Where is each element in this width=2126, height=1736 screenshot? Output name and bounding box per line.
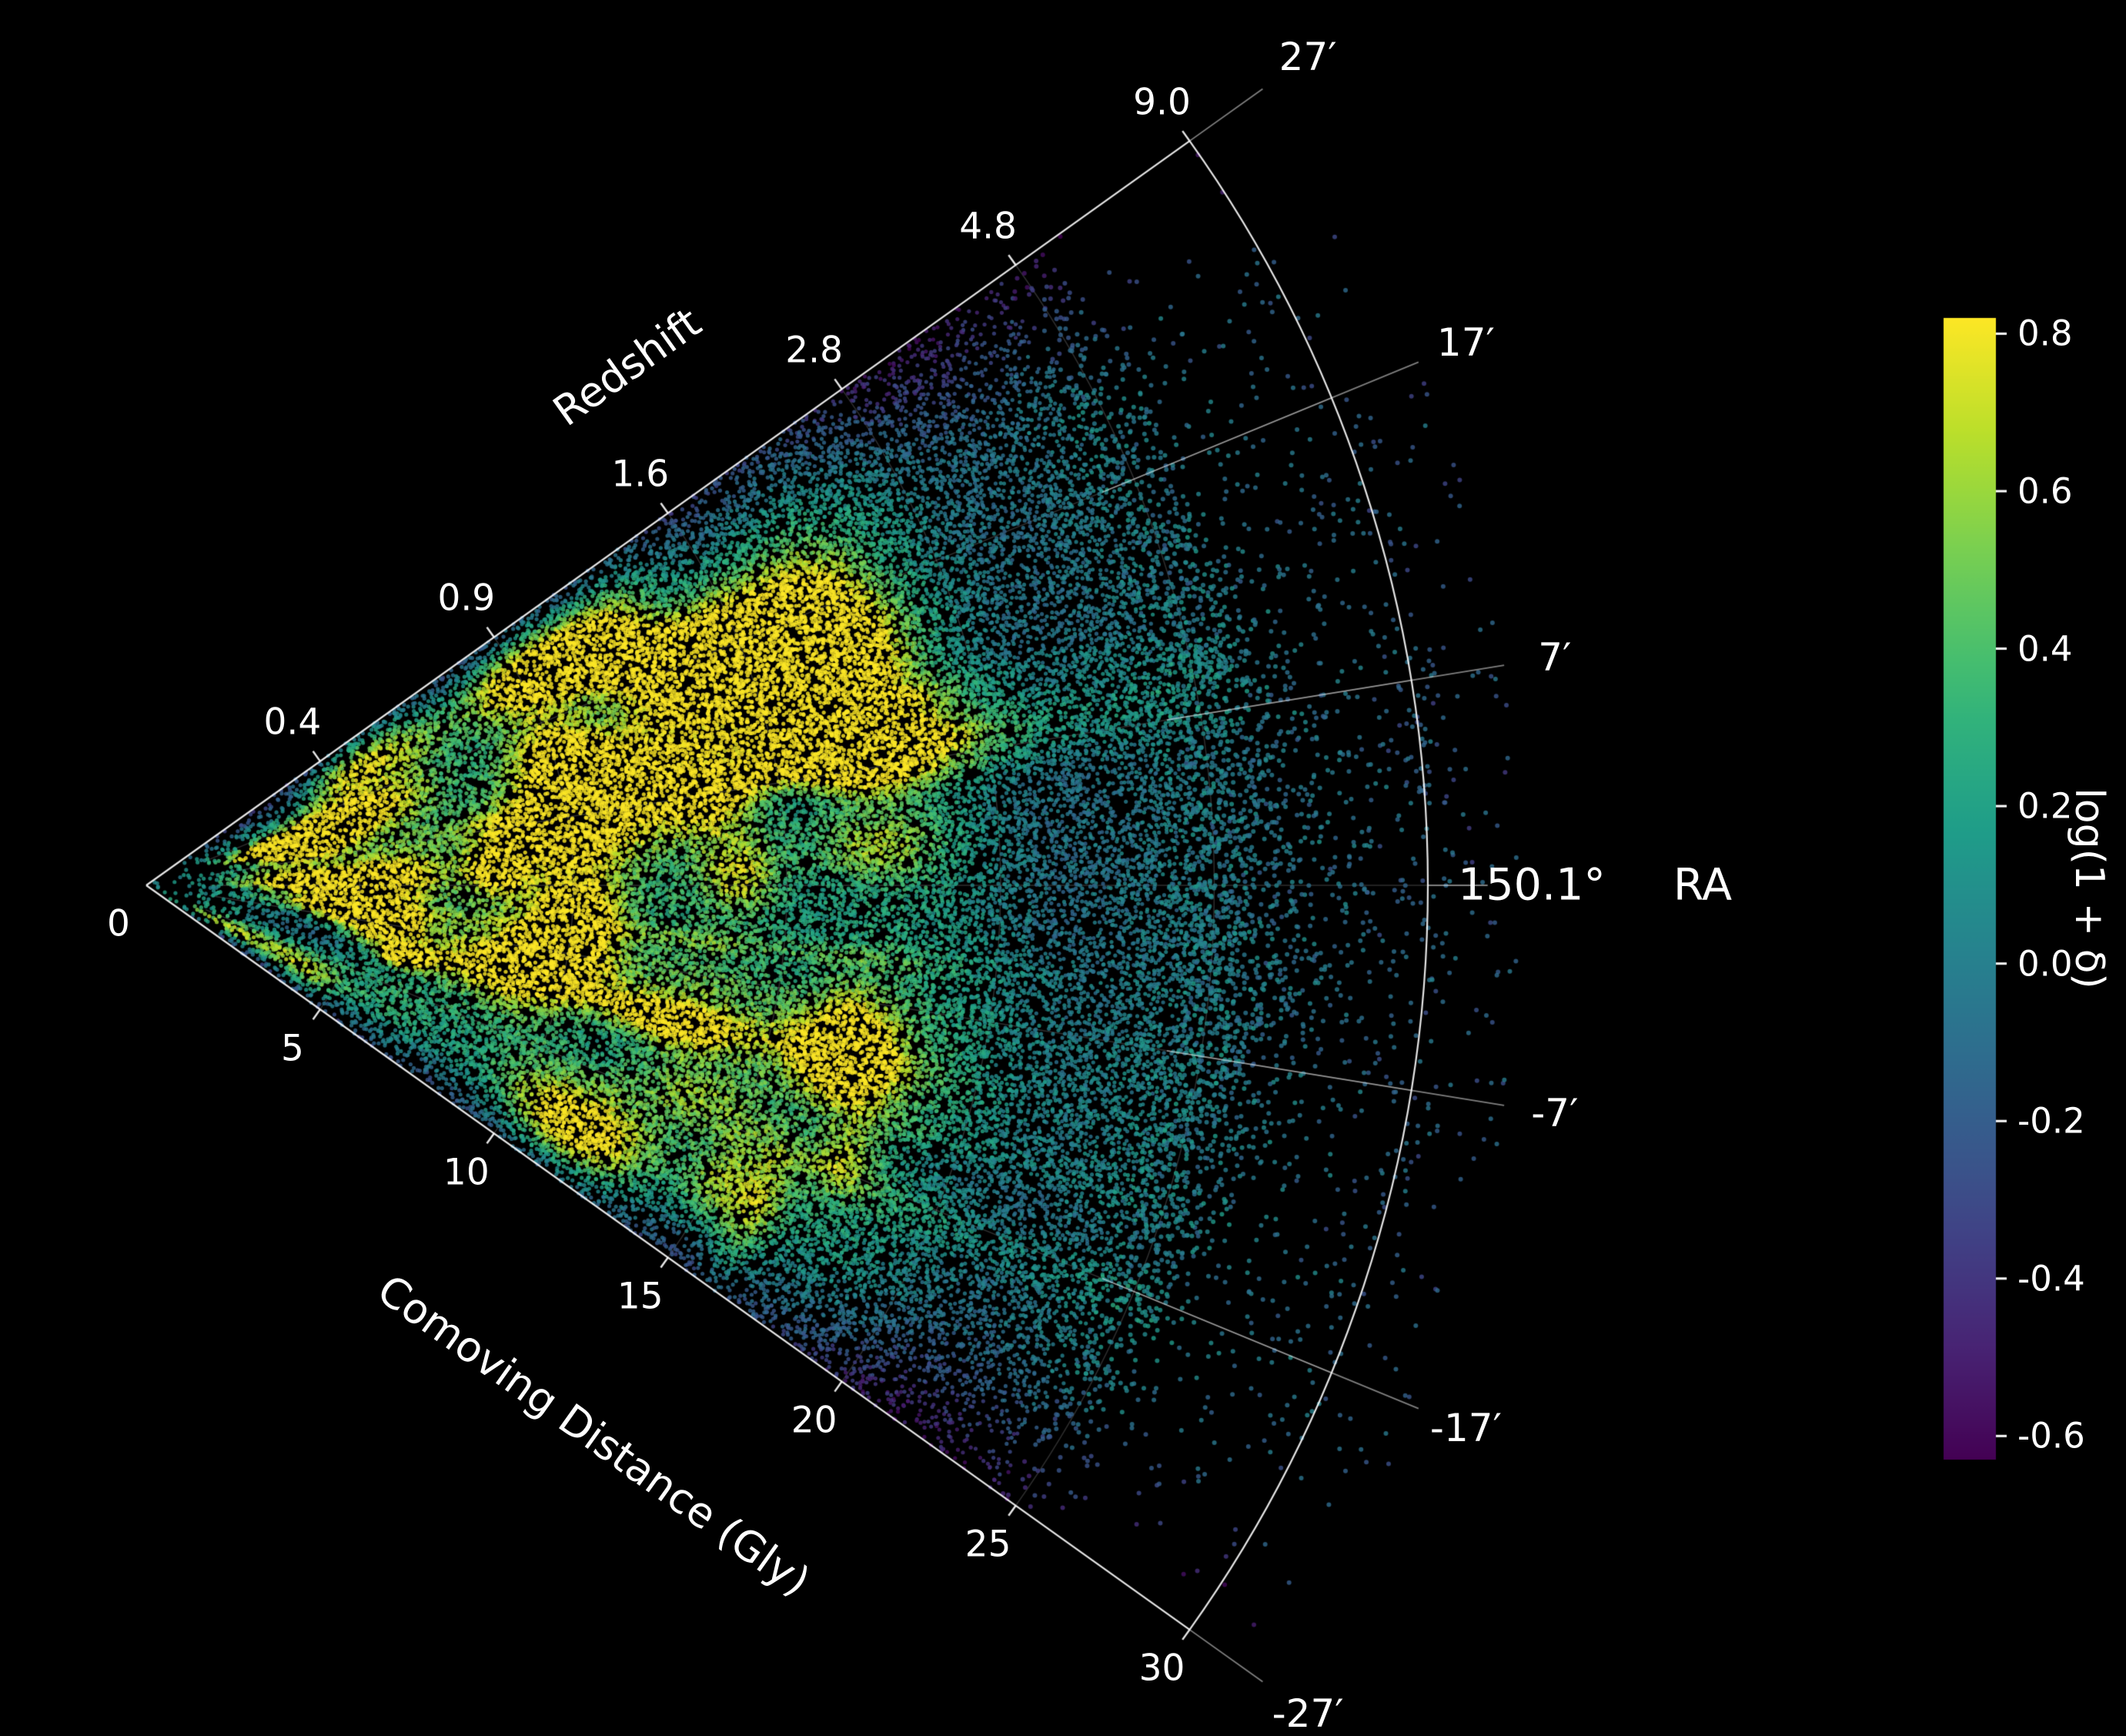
galaxy-wedge-figure: Redshift Comoving Distance (Gly) 150.1° … (0, 0, 2126, 1736)
wedge-scatter-canvas (0, 0, 2126, 1736)
